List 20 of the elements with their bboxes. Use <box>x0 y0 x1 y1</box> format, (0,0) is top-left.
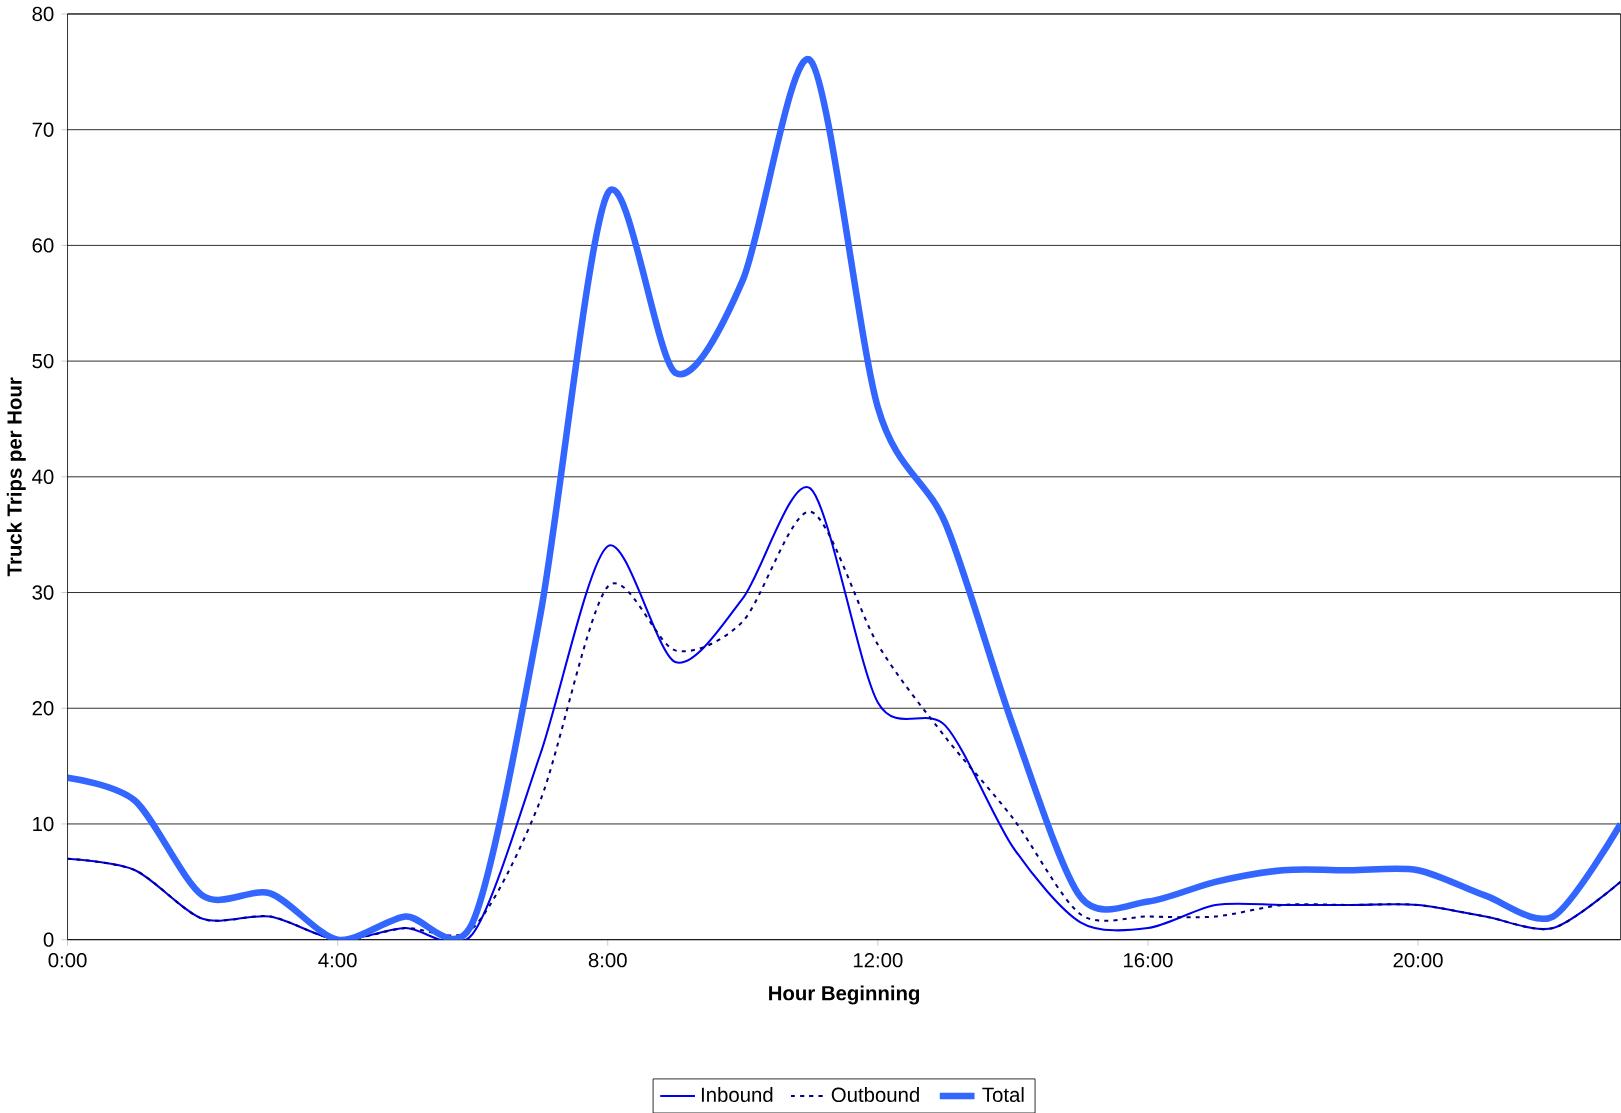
x-tick-label: 8:00 <box>588 952 627 968</box>
y-tick-label: 10 <box>33 816 54 831</box>
x-tick-label: 16:00 <box>1124 952 1173 968</box>
y-tick-label: 80 <box>32 6 54 21</box>
x-tick-label: 12:00 <box>853 952 903 968</box>
y-tick-label: 30 <box>32 585 54 600</box>
y-tick-label: 0 <box>43 932 54 947</box>
x-tick-label: 20:00 <box>1393 952 1443 968</box>
y-tick-label: 70 <box>32 122 54 137</box>
legend-label: Inbound <box>701 1086 773 1102</box>
legend-label: Total <box>982 1086 1024 1102</box>
x-axis-title: Hour Beginning <box>769 985 920 1005</box>
y-axis-title: Truck Trips per Hour <box>6 377 26 576</box>
y-tick-label: 50 <box>32 353 54 369</box>
x-tick-label: 4:00 <box>318 952 357 968</box>
legend-label: Outbound <box>831 1086 919 1102</box>
y-tick-label: 20 <box>32 700 54 716</box>
y-tick-label: 40 <box>32 469 54 484</box>
y-tick-label: 60 <box>32 237 54 253</box>
x-tick-label: 0:00 <box>48 952 87 968</box>
